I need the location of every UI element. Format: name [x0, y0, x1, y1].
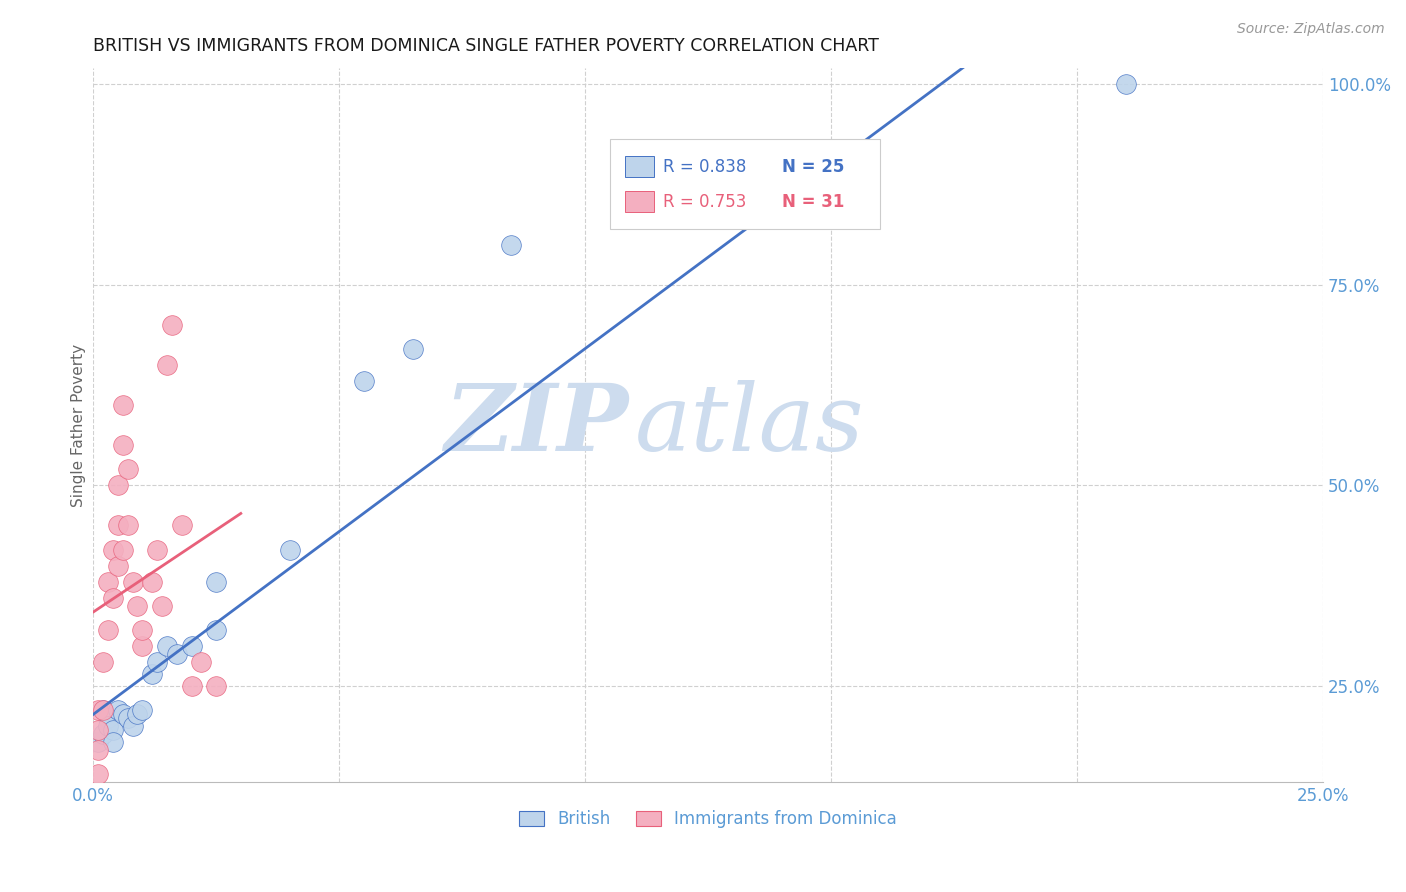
- Point: [91, 727, 114, 741]
- Point: [156, 639, 179, 653]
- Point: [146, 542, 169, 557]
- Point: [127, 599, 149, 613]
- Point: [117, 462, 139, 476]
- Point: [101, 542, 124, 557]
- Point: [127, 707, 149, 722]
- Point: [107, 518, 129, 533]
- Point: [111, 398, 134, 412]
- Point: [111, 707, 134, 722]
- Point: [166, 647, 188, 661]
- Point: [97, 719, 120, 733]
- Point: [180, 639, 202, 653]
- Point: [91, 655, 114, 669]
- Text: R = 0.753: R = 0.753: [662, 193, 747, 211]
- Y-axis label: Single Father Poverty: Single Father Poverty: [72, 343, 86, 507]
- Point: [117, 518, 139, 533]
- FancyBboxPatch shape: [610, 139, 880, 228]
- Point: [146, 655, 169, 669]
- Point: [117, 711, 139, 725]
- FancyBboxPatch shape: [624, 191, 654, 212]
- Text: R = 0.838: R = 0.838: [662, 158, 747, 176]
- Point: [150, 599, 173, 613]
- Point: [107, 558, 129, 573]
- Point: [141, 574, 163, 589]
- Point: [87, 767, 110, 781]
- Point: [402, 342, 425, 356]
- Point: [87, 735, 110, 749]
- Point: [131, 639, 153, 653]
- Point: [141, 667, 163, 681]
- Point: [101, 735, 124, 749]
- Legend: British, Immigrants from Dominica: British, Immigrants from Dominica: [513, 804, 904, 835]
- Point: [278, 542, 301, 557]
- Point: [87, 703, 110, 717]
- Text: Source: ZipAtlas.com: Source: ZipAtlas.com: [1237, 22, 1385, 37]
- Text: atlas: atlas: [634, 380, 863, 470]
- Point: [111, 542, 134, 557]
- Point: [107, 478, 129, 492]
- Point: [121, 719, 143, 733]
- Point: [205, 623, 228, 637]
- Text: N = 31: N = 31: [782, 193, 845, 211]
- Point: [160, 318, 183, 332]
- Point: [156, 358, 179, 372]
- FancyBboxPatch shape: [624, 156, 654, 178]
- Point: [101, 723, 124, 738]
- Point: [180, 679, 202, 693]
- Point: [501, 237, 523, 252]
- Point: [97, 574, 120, 589]
- Point: [190, 655, 212, 669]
- Point: [97, 711, 120, 725]
- Point: [87, 743, 110, 757]
- Point: [111, 438, 134, 452]
- Point: [205, 679, 228, 693]
- Point: [91, 703, 114, 717]
- Point: [205, 574, 228, 589]
- Point: [97, 623, 120, 637]
- Text: BRITISH VS IMMIGRANTS FROM DOMINICA SINGLE FATHER POVERTY CORRELATION CHART: BRITISH VS IMMIGRANTS FROM DOMINICA SING…: [93, 37, 879, 55]
- Point: [131, 703, 153, 717]
- Point: [131, 623, 153, 637]
- Point: [107, 703, 129, 717]
- Point: [101, 591, 124, 605]
- Point: [353, 374, 375, 388]
- Point: [1115, 77, 1137, 91]
- Point: [170, 518, 193, 533]
- Point: [121, 574, 143, 589]
- Point: [91, 703, 114, 717]
- Text: N = 25: N = 25: [782, 158, 845, 176]
- Text: ZIP: ZIP: [444, 380, 628, 470]
- Point: [87, 723, 110, 738]
